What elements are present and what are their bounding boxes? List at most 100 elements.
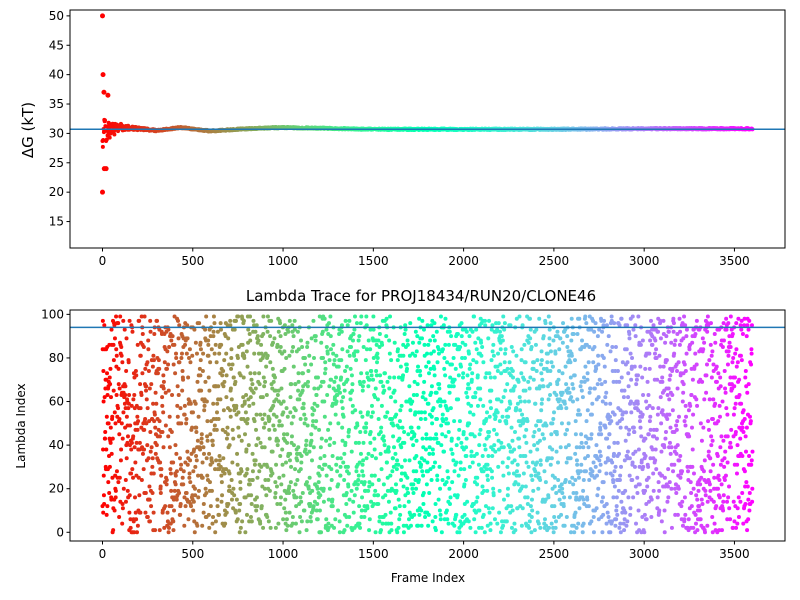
lambda-trace-point xyxy=(501,395,506,400)
lambda-trace-point xyxy=(497,510,502,515)
lambda-trace-point xyxy=(311,318,316,323)
lambda-trace-point xyxy=(357,521,362,526)
lambda-trace-point xyxy=(330,454,335,459)
lambda-trace-point xyxy=(595,382,600,387)
lambda-trace-point xyxy=(165,349,170,354)
lambda-trace-point xyxy=(528,375,533,380)
lambda-trace-point xyxy=(447,329,452,334)
lambda-trace-point xyxy=(348,366,353,371)
lambda-trace-point xyxy=(563,364,568,369)
lambda-trace-point xyxy=(658,318,663,323)
lambda-trace-point xyxy=(648,338,653,343)
lambda-trace-point xyxy=(378,430,383,435)
lambda-trace-point xyxy=(151,471,156,476)
lambda-trace-point xyxy=(215,504,220,509)
lambda-trace-point xyxy=(257,371,262,376)
lambda-trace-point xyxy=(667,377,672,382)
lambda-trace-point xyxy=(516,379,521,384)
lambda-trace-point xyxy=(452,419,457,424)
lambda-trace-point xyxy=(346,484,351,489)
lambda-trace-point xyxy=(192,486,197,491)
lambda-trace-point xyxy=(237,434,242,439)
lambda-trace-point xyxy=(338,464,343,469)
lambda-trace-point xyxy=(660,379,665,384)
lambda-trace-point xyxy=(618,408,623,413)
lambda-trace-point xyxy=(157,528,162,533)
lambda-trace-point xyxy=(410,399,415,404)
lambda-trace-point xyxy=(236,314,241,319)
lambda-trace-point xyxy=(497,419,502,424)
lambda-trace-point xyxy=(393,506,398,511)
lambda-trace-point xyxy=(275,342,280,347)
lambda-trace-point xyxy=(636,447,641,452)
lambda-trace-point xyxy=(221,456,226,461)
lambda-trace-point xyxy=(424,364,429,369)
lambda-trace-point xyxy=(334,399,339,404)
lambda-trace-point xyxy=(339,323,344,328)
lambda-trace-point xyxy=(648,456,653,461)
lambda-trace-point xyxy=(276,438,281,443)
lambda-trace-point xyxy=(270,471,275,476)
lambda-trace-point xyxy=(399,445,404,450)
lambda-trace-point xyxy=(108,425,113,430)
lambda-trace-point xyxy=(181,469,186,474)
lambda-trace-point xyxy=(393,399,398,404)
lambda-trace-point xyxy=(351,499,356,504)
lambda-trace-point xyxy=(601,355,606,360)
lambda-trace-point xyxy=(392,340,397,345)
lambda-trace-point xyxy=(211,401,216,406)
lambda-trace-point xyxy=(474,499,479,504)
lambda-trace-point xyxy=(222,358,227,363)
lambda-trace-point xyxy=(281,473,286,478)
lambda-trace-point xyxy=(555,329,560,334)
lambda-trace-point xyxy=(237,508,242,513)
lambda-trace-point xyxy=(579,379,584,384)
y-tick-label: 20 xyxy=(49,185,64,199)
lambda-trace-point xyxy=(286,329,291,334)
lambda-trace-point xyxy=(488,399,493,404)
lambda-trace-point xyxy=(521,471,526,476)
lambda-trace-point xyxy=(539,401,544,406)
lambda-trace-point xyxy=(396,462,401,467)
lambda-trace-point xyxy=(626,371,631,376)
lambda-trace-point xyxy=(277,419,282,424)
lambda-trace-point xyxy=(434,432,439,437)
lambda-trace-point xyxy=(201,445,206,450)
lambda-trace-point xyxy=(214,427,219,432)
lambda-trace-point xyxy=(569,316,574,321)
lambda-trace-point xyxy=(385,379,390,384)
lambda-trace-point xyxy=(644,517,649,522)
lambda-trace-point xyxy=(591,360,596,365)
lambda-trace-point xyxy=(647,403,652,408)
lambda-trace-point xyxy=(468,525,473,530)
lambda-trace-point xyxy=(522,399,527,404)
lambda-trace-point xyxy=(187,347,192,352)
lambda-trace-point xyxy=(421,445,426,450)
lambda-trace-point xyxy=(343,440,348,445)
lambda-trace-point xyxy=(519,358,524,363)
lambda-trace-point xyxy=(174,497,179,502)
lambda-trace-point xyxy=(287,353,292,358)
lambda-trace-point xyxy=(428,366,433,371)
lambda-trace-point xyxy=(417,340,422,345)
lambda-trace-point xyxy=(636,373,640,378)
lambda-trace-point xyxy=(560,491,565,496)
lambda-trace-point xyxy=(238,373,243,378)
lambda-trace-point xyxy=(638,342,643,347)
lambda-trace-point xyxy=(643,366,648,371)
lambda-trace-point xyxy=(612,321,617,326)
lambda-trace-point xyxy=(546,525,551,530)
lambda-trace-point xyxy=(538,458,543,463)
lambda-trace-point xyxy=(224,436,229,441)
lambda-trace-point xyxy=(482,443,487,448)
lambda-trace-point xyxy=(662,475,667,480)
lambda-trace-point xyxy=(606,458,611,463)
lambda-trace-point xyxy=(613,345,618,350)
lambda-trace-point xyxy=(194,454,199,459)
lambda-trace-point xyxy=(626,495,631,500)
lambda-trace-point xyxy=(347,318,352,323)
lambda-trace-point xyxy=(402,504,407,509)
lambda-trace-point xyxy=(270,340,275,345)
lambda-trace-point xyxy=(405,338,410,343)
lambda-trace-point xyxy=(268,334,273,339)
